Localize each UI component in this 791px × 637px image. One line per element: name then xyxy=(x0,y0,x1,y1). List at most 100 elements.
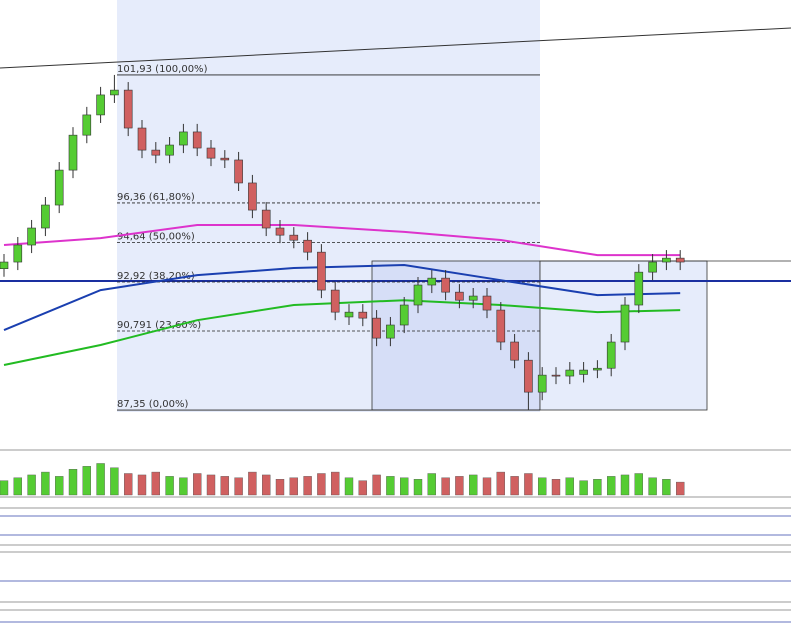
volume-bar xyxy=(289,477,298,496)
candle-body xyxy=(565,369,575,377)
candle-body xyxy=(165,144,174,156)
candle-body xyxy=(289,234,299,241)
candle-body xyxy=(96,94,105,116)
candle-body xyxy=(13,244,23,263)
candle-body xyxy=(551,374,561,377)
volume-bar xyxy=(510,476,519,496)
volume-bar xyxy=(482,477,492,496)
candle-body xyxy=(482,295,492,311)
volume-bar xyxy=(41,471,50,496)
volume-bar xyxy=(441,477,450,496)
fib-label: 101,93 (100,00%) xyxy=(117,64,208,75)
volume-bar xyxy=(676,481,685,496)
range-box xyxy=(371,260,541,411)
volume-bar xyxy=(358,480,367,496)
candle-body xyxy=(248,182,257,211)
volume-bar xyxy=(455,476,464,496)
volume-bar xyxy=(344,477,354,496)
candle-body xyxy=(68,134,78,171)
volume-bar xyxy=(13,477,23,496)
volume-bar xyxy=(620,474,630,496)
candle-body xyxy=(593,367,602,371)
candle-body xyxy=(648,261,657,273)
volume-bar xyxy=(165,476,174,496)
volume-bar xyxy=(386,476,395,496)
candle-body xyxy=(427,277,437,286)
candle-body xyxy=(620,304,630,343)
candle-body xyxy=(110,89,119,96)
volume-bar xyxy=(96,463,105,496)
volume-bar xyxy=(248,471,257,496)
volume-bar xyxy=(262,474,271,496)
volume-bar xyxy=(400,477,409,496)
volume-bar xyxy=(137,474,147,496)
volume-bar xyxy=(469,474,478,496)
candle-body xyxy=(344,311,354,318)
candle-body xyxy=(662,257,671,263)
volume-bar xyxy=(331,471,340,496)
volume-bar xyxy=(593,479,602,496)
volume-bar xyxy=(179,477,188,496)
candle-body xyxy=(634,271,644,306)
candle-body xyxy=(399,304,409,326)
candle-body xyxy=(330,289,340,313)
volume-bar xyxy=(413,479,423,496)
candle-body xyxy=(82,114,92,136)
candle-body xyxy=(27,227,36,246)
volume-bar xyxy=(427,473,436,496)
volume-bar xyxy=(538,477,547,496)
candle-body xyxy=(0,261,9,270)
candle-body xyxy=(41,204,50,229)
volume-bar xyxy=(55,476,64,496)
moving-average xyxy=(3,264,681,331)
volume-bar xyxy=(607,476,616,496)
candle-body xyxy=(579,369,588,375)
volume-bar xyxy=(303,476,312,496)
volume-bar xyxy=(234,477,243,496)
price-panel: 101,93 (100,00%) 96,36 (61,80%) 94,64 (50,… xyxy=(0,64,685,411)
candle-body xyxy=(275,227,285,236)
moving-average xyxy=(3,299,681,366)
candle-body xyxy=(413,284,423,306)
candle-body xyxy=(54,169,64,206)
volume-panel xyxy=(0,463,685,496)
fib-label: 96,36 (61,80%) xyxy=(117,192,195,203)
candle-body xyxy=(358,311,368,319)
candle-body xyxy=(137,127,147,151)
candle-body xyxy=(123,89,133,129)
fib-label: 87,35 (0,00%) xyxy=(117,399,188,410)
candle-body xyxy=(261,209,271,229)
candle-body xyxy=(675,257,685,263)
candle-body xyxy=(468,295,478,301)
candle-body xyxy=(303,239,312,253)
volume-bar xyxy=(565,477,574,496)
volume-bar xyxy=(151,471,161,496)
candle-body xyxy=(537,374,547,393)
candle-body xyxy=(510,341,519,361)
volume-bar xyxy=(524,473,533,496)
candle-body xyxy=(606,341,616,369)
candle-body xyxy=(372,317,381,339)
volume-bar xyxy=(192,473,202,496)
volume-bar xyxy=(551,479,561,496)
candle-body xyxy=(151,149,161,156)
candle-body xyxy=(317,251,326,291)
volume-bar xyxy=(82,466,92,496)
volume-bar xyxy=(275,479,285,496)
candle-body xyxy=(441,277,450,293)
candle-body xyxy=(220,157,230,161)
volume-bar xyxy=(206,474,216,496)
trend-line xyxy=(0,27,791,69)
volume-bar xyxy=(634,473,643,496)
volume-bar xyxy=(496,471,505,496)
moving-average xyxy=(3,224,681,257)
candle-body xyxy=(524,359,533,393)
fib-label: 92,92 (38,20%) xyxy=(117,271,195,282)
candle-body xyxy=(206,147,216,159)
candle-body xyxy=(192,131,202,149)
volume-bar xyxy=(123,473,133,496)
candle-body xyxy=(386,324,395,339)
volume-bar xyxy=(68,469,78,496)
candle-body xyxy=(179,131,188,146)
